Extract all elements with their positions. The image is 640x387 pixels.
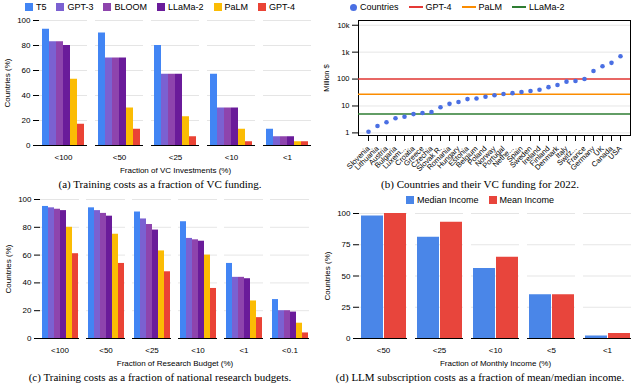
svg-text:Germany: Germany xyxy=(568,144,596,172)
svg-text:60: 60 xyxy=(23,251,32,260)
svg-text:<25: <25 xyxy=(145,346,159,355)
svg-text:<10: <10 xyxy=(191,346,205,355)
svg-text:1k: 1k xyxy=(342,48,350,57)
svg-text:80: 80 xyxy=(23,223,32,232)
svg-text:20: 20 xyxy=(22,116,31,125)
svg-text:25: 25 xyxy=(342,303,351,312)
svg-text:Slovenia: Slovenia xyxy=(344,144,372,171)
svg-text:80: 80 xyxy=(22,41,31,50)
svg-text:USA: USA xyxy=(606,144,623,161)
svg-text:Finland: Finland xyxy=(527,144,552,168)
svg-text:Czechia: Czechia xyxy=(409,144,435,170)
html-text:Median Income: Median Income xyxy=(417,195,479,205)
html-text:GPT-3: GPT-3 xyxy=(67,2,94,12)
svg-text:Belgium: Belgium xyxy=(454,144,480,170)
svg-text:Countries (%): Countries (%) xyxy=(3,58,12,107)
svg-text:<0.1: <0.1 xyxy=(282,346,298,355)
svg-text:<25: <25 xyxy=(433,346,447,355)
svg-text:Norway: Norway xyxy=(473,144,498,169)
svg-text:Denmark: Denmark xyxy=(532,144,561,172)
svg-text:Nethe...: Nethe... xyxy=(490,144,516,169)
svg-text:<50: <50 xyxy=(113,153,127,162)
svg-text:<50: <50 xyxy=(377,346,391,355)
svg-text:Million $: Million $ xyxy=(322,63,331,91)
svg-text:50: 50 xyxy=(342,272,351,281)
svg-text:60: 60 xyxy=(22,66,31,75)
svg-text:Bulgaria: Bulgaria xyxy=(372,144,399,170)
html-text:Countries: Countries xyxy=(360,2,399,12)
svg-text:Ireland: Ireland xyxy=(520,144,543,167)
html-text:PaLM: PaLM xyxy=(224,2,248,12)
html-text:(a) Training costs as a fracti: (a) Training costs as a fraction of VC f… xyxy=(58,178,262,190)
svg-text:10: 10 xyxy=(341,101,349,110)
svg-text:Countries (%): Countries (%) xyxy=(323,251,332,300)
svg-text:0: 0 xyxy=(27,334,32,343)
svg-text:100: 100 xyxy=(337,74,350,83)
svg-text:Fraction of Monthly Income (%): Fraction of Monthly Income (%) xyxy=(440,359,551,368)
html-text:GPT-4: GPT-4 xyxy=(269,2,295,12)
html-text:Mean Income: Mean Income xyxy=(499,195,554,205)
svg-text:Poland: Poland xyxy=(465,144,489,167)
svg-text:1: 1 xyxy=(345,128,349,137)
svg-text:Lithuania: Lithuania xyxy=(352,144,381,172)
svg-text:Slovak R.: Slovak R. xyxy=(414,144,444,174)
svg-text:<10: <10 xyxy=(225,153,239,162)
svg-text:40: 40 xyxy=(23,278,32,287)
html-text:T5: T5 xyxy=(35,2,47,12)
svg-text:100: 100 xyxy=(337,209,351,218)
html-text:LLaMa-2: LLaMa-2 xyxy=(168,2,204,12)
svg-text:Hungary: Hungary xyxy=(435,144,462,171)
svg-text:Romania: Romania xyxy=(425,144,453,172)
svg-text:<25: <25 xyxy=(169,153,183,162)
svg-text:France: France xyxy=(564,144,588,167)
svg-text:Spain: Spain xyxy=(504,144,525,164)
svg-text:Luxem...: Luxem... xyxy=(380,144,408,171)
svg-text:<5: <5 xyxy=(547,346,557,355)
html-text:GPT-4: GPT-4 xyxy=(425,2,452,12)
html-text:BLOOM: BLOOM xyxy=(114,2,147,12)
svg-text:100: 100 xyxy=(18,195,32,204)
svg-text:UK: UK xyxy=(591,144,606,158)
svg-text:Sweden: Sweden xyxy=(508,144,534,170)
html-text:(b) Countries and their VC fun: (b) Countries and their VC funding for 2… xyxy=(381,178,579,190)
svg-text:Switz...: Switz... xyxy=(555,144,579,168)
svg-text:0: 0 xyxy=(26,141,31,150)
svg-text:Portugal: Portugal xyxy=(480,144,507,171)
svg-text:Austria: Austria xyxy=(366,144,390,167)
svg-text:<10: <10 xyxy=(489,346,503,355)
svg-text:<1: <1 xyxy=(283,153,293,162)
svg-text:40: 40 xyxy=(22,91,31,100)
svg-text:20: 20 xyxy=(23,306,32,315)
svg-text:<1: <1 xyxy=(239,346,249,355)
svg-text:Croatia: Croatia xyxy=(393,144,417,168)
svg-text:Canada: Canada xyxy=(589,144,615,169)
svg-text:75: 75 xyxy=(342,240,351,249)
svg-text:<50: <50 xyxy=(99,346,113,355)
svg-text:10k: 10k xyxy=(337,21,349,30)
svg-text:Italy: Italy xyxy=(553,144,570,161)
svg-text:<1: <1 xyxy=(603,346,613,355)
html-text:LLaMa-2: LLaMa-2 xyxy=(529,2,565,12)
svg-text:Countries (%): Countries (%) xyxy=(4,244,13,293)
svg-text:<100: <100 xyxy=(51,346,70,355)
svg-text:Fraction of Research Budget (%: Fraction of Research Budget (%) xyxy=(117,359,234,368)
svg-text:Fraction of VC Investments (%): Fraction of VC Investments (%) xyxy=(120,166,231,175)
svg-text:100: 100 xyxy=(17,16,31,25)
svg-text:0: 0 xyxy=(346,334,351,343)
html-text:(c) Training costs as a fracti: (c) Training costs as a fraction of nati… xyxy=(28,371,292,383)
svg-text:Estonia: Estonia xyxy=(446,144,471,169)
html-text:(d) LLM subscription costs as: (d) LLM subscription costs as a fraction… xyxy=(335,371,625,383)
svg-text:<100: <100 xyxy=(54,153,73,162)
svg-text:Greece: Greece xyxy=(401,144,426,168)
html-text:PaLM: PaLM xyxy=(478,2,503,12)
